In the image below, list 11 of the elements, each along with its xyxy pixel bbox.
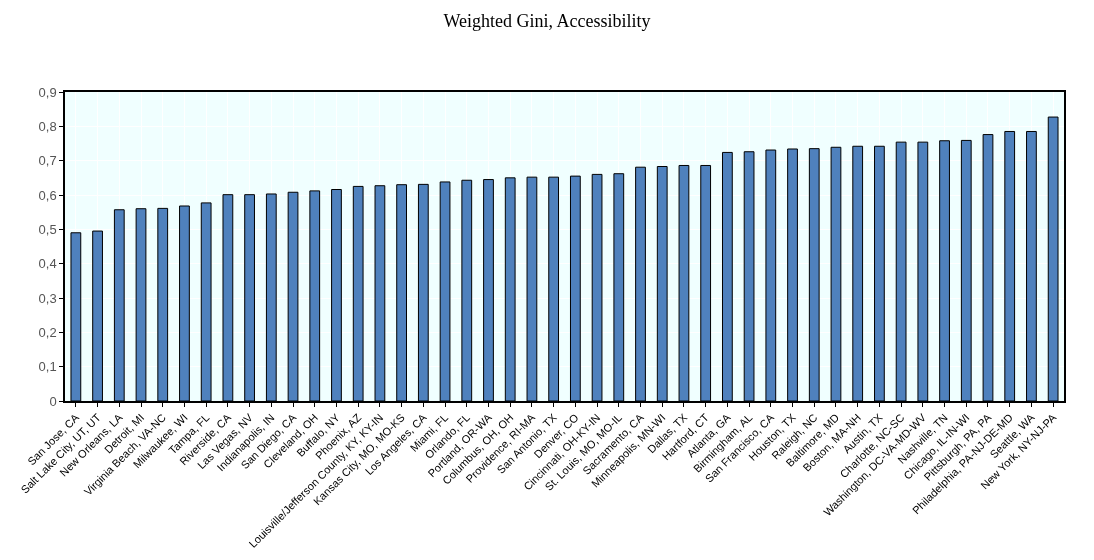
y-tick-label: 0 — [49, 393, 57, 409]
y-tick-label: 0,6 — [38, 187, 57, 203]
y-tick-label: 0,8 — [38, 118, 57, 134]
y-tick-label: 0,3 — [38, 290, 57, 306]
y-tick-label: 0,5 — [38, 221, 57, 237]
chart-title: Weighted Gini, Accessibility — [443, 10, 651, 31]
y-tick-label: 0,1 — [38, 359, 57, 375]
y-tick-label: 0,9 — [38, 84, 57, 100]
y-tick-label: 0,7 — [38, 153, 57, 169]
y-tick-label: 0,4 — [38, 256, 57, 272]
y-tick-label: 0,2 — [38, 324, 57, 340]
